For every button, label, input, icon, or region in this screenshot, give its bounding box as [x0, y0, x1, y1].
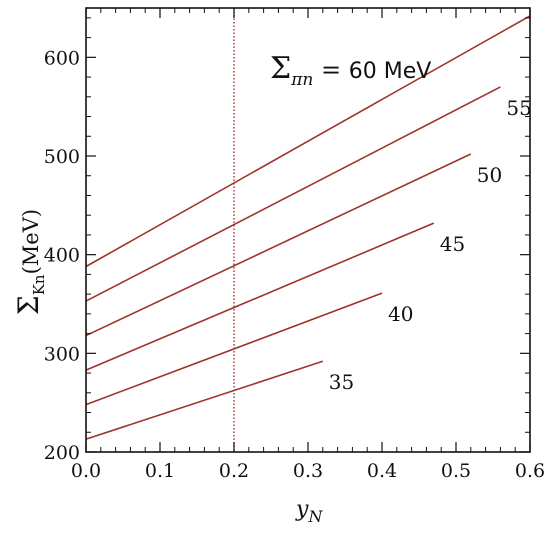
y-tick-label: 300: [44, 343, 80, 365]
annotation-sigma: Σ: [270, 51, 291, 86]
series-label-50: 50: [477, 163, 502, 187]
annotation-value: 60 MeV: [349, 59, 432, 84]
y-tick-label: 400: [44, 245, 80, 267]
x-axis-label-sub: N: [307, 507, 323, 526]
series-line-35: [85, 360, 324, 440]
series-line-55: [85, 86, 501, 302]
x-tick-label: 0.1: [145, 460, 175, 482]
y-axis-label-unit: (MeV): [19, 209, 43, 274]
x-tick-label: 0.3: [293, 460, 323, 482]
y-axis-label-sub: Kn: [30, 274, 48, 295]
series-line-60: [85, 15, 531, 268]
series-label-40: 40: [388, 302, 413, 326]
sigma-pi-n-annotation: Σπn = 60 MeV: [270, 51, 431, 90]
series-label-55: 55: [506, 96, 531, 120]
annotation-subscript: πn: [290, 70, 313, 90]
x-tick-label: 0.6: [515, 460, 545, 482]
x-axis-label: yN: [295, 497, 323, 526]
x-tick-label: 0.4: [367, 460, 397, 482]
y-tick-label: 200: [44, 442, 80, 464]
x-tick-label: 0.0: [71, 460, 101, 482]
y-tick-label: 500: [44, 146, 80, 168]
x-tick-label: 0.5: [441, 460, 471, 482]
tick-labels: 0.0 0.1 0.2 0.3 0.4 0.5 0.6 200 300 400 500 600: [44, 47, 545, 482]
x-axis-label-main: y: [295, 497, 309, 522]
y-axis-label-main: Σ: [12, 295, 45, 315]
annotation-equals: =: [313, 56, 348, 84]
axis-ticks: [85, 8, 531, 453]
y-axis-label: ΣKn(MeV): [12, 209, 48, 315]
series-labels: 35 40 45 50 55: [329, 96, 532, 394]
x-tick-label: 0.2: [219, 460, 249, 482]
y-tick-label: 600: [44, 47, 80, 69]
series-line-50: [85, 153, 472, 337]
series-label-35: 35: [329, 370, 354, 394]
series-label-45: 45: [440, 232, 465, 256]
series-lines: [85, 15, 531, 440]
series-line-45: [85, 222, 435, 371]
